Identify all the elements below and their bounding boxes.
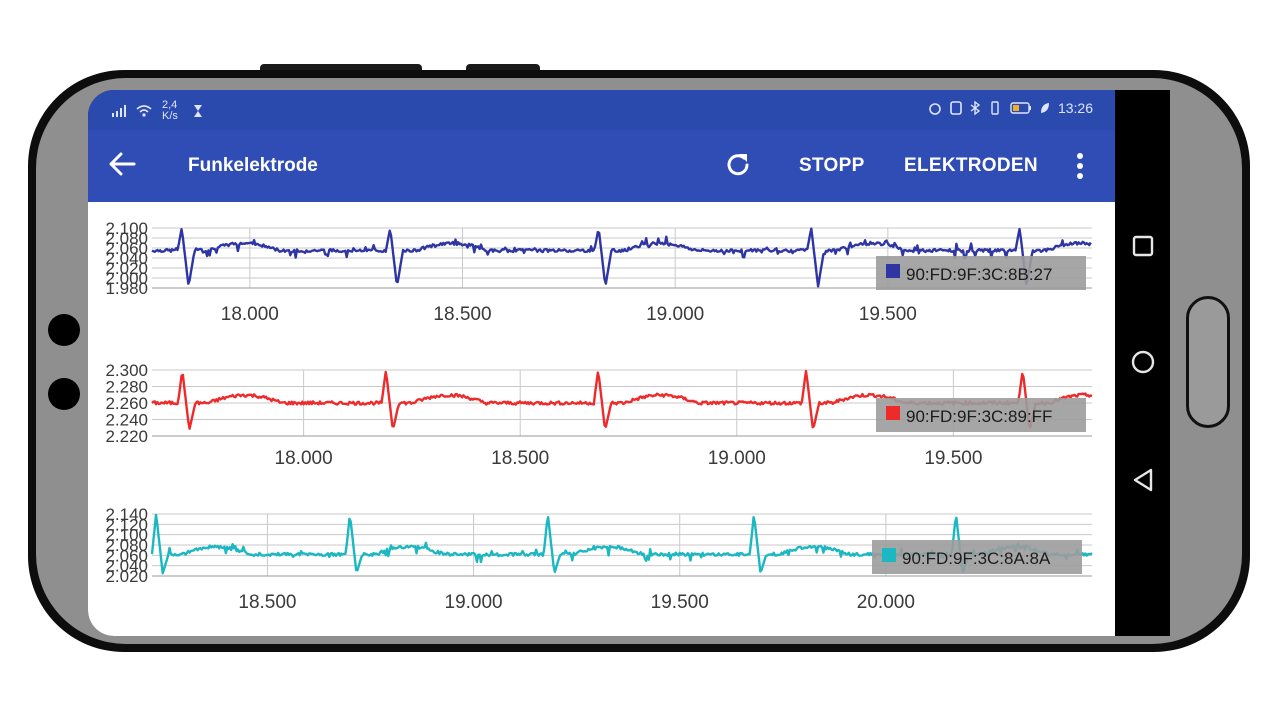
- legend-label: 90:FD:9F:3C:8A:8A: [902, 549, 1051, 568]
- stop-button[interactable]: STOPP: [799, 155, 865, 176]
- x-tick-label: 18.000: [275, 448, 333, 469]
- front-sensor: [48, 378, 80, 410]
- legend-box: [876, 398, 1086, 432]
- battery-icon: [1010, 102, 1031, 114]
- leaf-icon: [1040, 103, 1049, 113]
- legend-label: 90:FD:9F:3C:8B:27: [906, 265, 1052, 284]
- x-tick-label: 19.000: [445, 592, 503, 613]
- app-title: Funkelektrode: [188, 155, 318, 176]
- legend-swatch: [882, 548, 896, 562]
- x-tick-label: 18.500: [491, 448, 549, 469]
- y-tick-label: 2.020: [105, 567, 148, 586]
- clock: 13:26: [1057, 100, 1093, 116]
- y-tick-label: 2.300: [105, 361, 148, 380]
- bluetooth-icon: [970, 101, 980, 115]
- status-bar: 2,4 K/s 13:26: [88, 90, 1115, 130]
- x-tick-label: 19.500: [924, 448, 982, 469]
- y-tick-label: 2.080: [105, 229, 148, 248]
- x-tick-label: 19.500: [651, 592, 709, 613]
- series-line: [151, 227, 1092, 288]
- phone-screen: 2,4 K/s 13:26 Funkelektrode STOPP ELEKTR…: [88, 90, 1170, 636]
- y-tick-label: 2.280: [105, 378, 148, 397]
- x-tick-label: 19.500: [859, 304, 917, 325]
- signal-icon: [112, 105, 126, 117]
- wifi-icon: [136, 105, 152, 117]
- y-tick-label: 2.040: [105, 557, 148, 576]
- volume-button: [260, 64, 422, 74]
- legend-swatch: [886, 406, 900, 420]
- app-bar: Funkelektrode STOPP ELEKTRODEN: [88, 130, 1115, 202]
- net-speed: 2,4 K/s: [162, 99, 178, 122]
- y-tick-label: 2.040: [105, 249, 148, 268]
- y-tick-label: 2.240: [105, 411, 148, 430]
- refresh-icon[interactable]: [722, 149, 754, 181]
- x-tick-label: 18.500: [433, 304, 491, 325]
- y-tick-label: 2.120: [105, 515, 148, 534]
- power-button: [466, 64, 540, 74]
- x-tick-label: 18.500: [238, 592, 296, 613]
- x-tick-label: 20.000: [857, 592, 915, 613]
- legend-box: [872, 540, 1082, 574]
- y-tick-label: 1.980: [105, 279, 148, 298]
- x-tick-label: 19.000: [708, 448, 766, 469]
- electrode-charts: 2.1002.0802.0602.0402.0202.0001.98018.00…: [105, 219, 1093, 613]
- home-icon[interactable]: [1127, 346, 1159, 378]
- navigation-bar: [1115, 90, 1170, 636]
- alarm-icon: [929, 103, 941, 115]
- legend-swatch: [886, 264, 900, 278]
- y-tick-label: 2.080: [105, 536, 148, 555]
- y-tick-label: 2.020: [105, 259, 148, 278]
- status-left: 2,4 K/s: [112, 100, 202, 122]
- y-tick-label: 2.100: [105, 526, 148, 545]
- y-tick-label: 2.060: [105, 239, 148, 258]
- y-tick-label: 2.140: [105, 505, 148, 524]
- back-icon[interactable]: [1127, 464, 1159, 496]
- chart-area: 2.100 2.080 2.060 2.040 2.020 2.000 1.980 18.00…: [88, 202, 1115, 636]
- y-tick-label: 2.220: [105, 427, 148, 446]
- status-right: 13:26: [928, 100, 1093, 116]
- back-arrow-icon[interactable]: [106, 148, 138, 180]
- y-tick-label: 2.000: [105, 269, 148, 288]
- x-tick-label: 18.000: [221, 304, 279, 325]
- recent-apps-icon[interactable]: [1127, 230, 1159, 262]
- overflow-menu-icon[interactable]: [1074, 150, 1086, 182]
- vibrate-icon: [991, 101, 999, 115]
- nfc-icon: [950, 101, 962, 115]
- x-tick-label: 19.000: [646, 304, 704, 325]
- hourglass-icon: [194, 105, 202, 117]
- legend-label: 90:FD:9F:3C:89:FF: [906, 407, 1052, 426]
- front-camera: [48, 314, 80, 346]
- home-key[interactable]: [1186, 296, 1230, 428]
- y-tick-label: 2.060: [105, 546, 148, 565]
- electrodes-button[interactable]: ELEKTRODEN: [904, 155, 1038, 176]
- legend-box: [876, 256, 1086, 290]
- y-tick-label: 2.100: [105, 219, 148, 238]
- y-tick-label: 2.260: [105, 394, 148, 413]
